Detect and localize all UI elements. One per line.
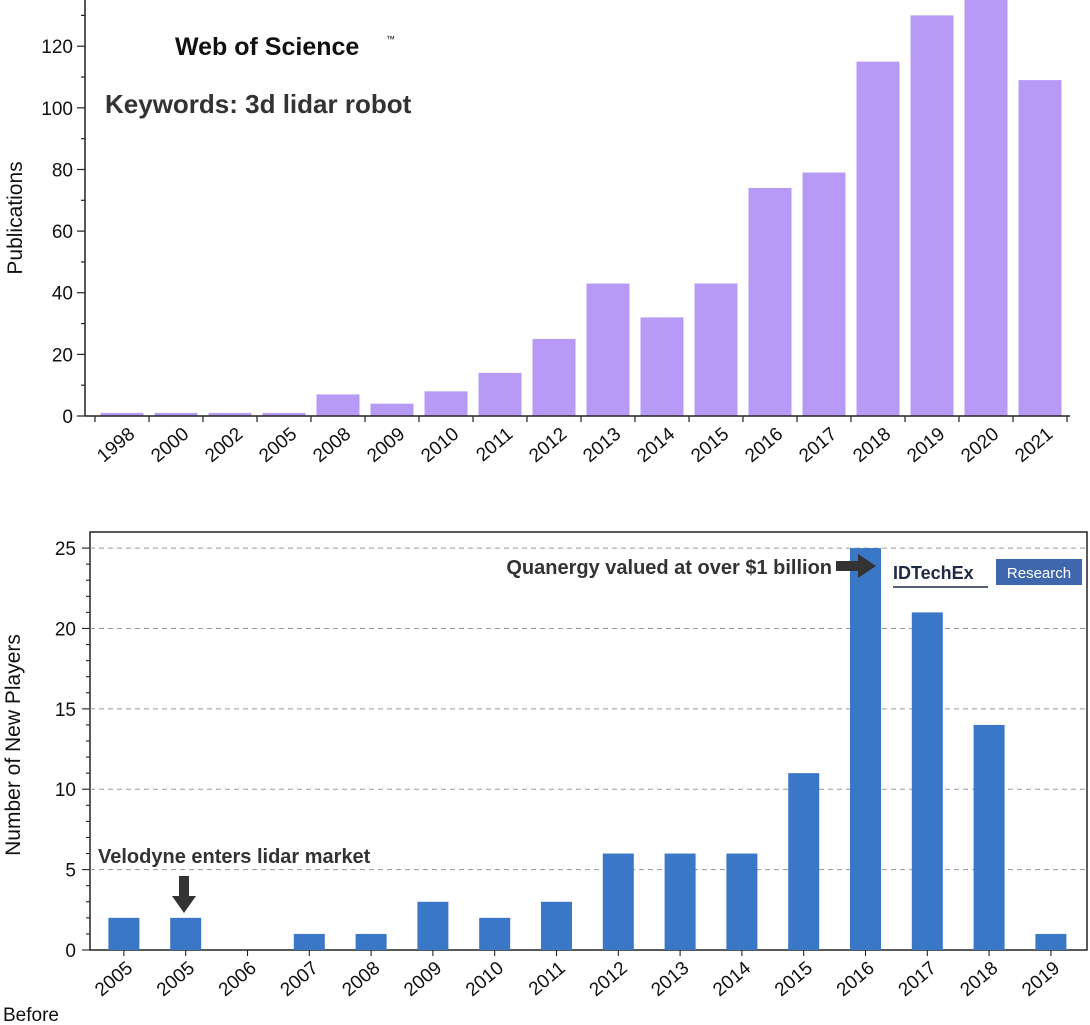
chart1-bar-2016 (748, 187, 792, 416)
right-arrow-icon (836, 554, 876, 578)
publications-chart: Publications Web of Science ™ Keywords: … (4, 0, 1070, 467)
chart1-bar-2021 (1018, 80, 1062, 416)
annotation-velodyne: Velodyne enters lidar market (98, 846, 371, 868)
chart2-ylabel: Number of New Players (2, 634, 25, 856)
chart1-ytick-label: 120 (41, 37, 73, 58)
chart1-bar-2020 (964, 0, 1008, 416)
chart1-ytick-label: 80 (52, 160, 73, 181)
chart2-bar-2011 (541, 901, 572, 950)
chart1-xtick-label: 2015 (687, 424, 733, 467)
chart1-ytick-label: 0 (62, 407, 73, 428)
chart1-xtick-label: 2012 (525, 424, 571, 467)
chart2-bar-2018 (973, 724, 1005, 950)
chart1-title: Web of Science (175, 33, 359, 61)
logo-name: IDTechEx (893, 563, 974, 583)
chart1-ytick-label: 40 (52, 284, 73, 305)
chart1-xtick-label: 1998 (93, 424, 139, 467)
chart2-ytick-label: 0 (65, 941, 76, 962)
chart2-ytick-label: 25 (55, 539, 76, 560)
chart1-ytick-label: 60 (52, 222, 73, 243)
chart2-bar-2019 (1035, 933, 1067, 950)
chart1-bar-2014 (640, 317, 684, 416)
chart1-bar-2002 (208, 412, 252, 416)
chart1-xtick-label: 2011 (472, 424, 517, 466)
chart2-xtick-label: 2016 (833, 958, 879, 1001)
chart1-bar-2009 (370, 403, 414, 416)
chart1-bar-2000 (154, 412, 198, 416)
logo-badge-text: Research (1007, 565, 1071, 582)
chart1-xtick-label: 2016 (741, 424, 787, 467)
chart1-bar-1998 (100, 412, 144, 416)
chart1-xtick-label: 2008 (309, 424, 355, 467)
chart2-xtick-label: 2015 (771, 958, 817, 1001)
chart1-xtick-label: 2005 (255, 424, 301, 467)
chart1-xtick-label: 2020 (957, 424, 1003, 467)
chart1-xtick-label: 2009 (363, 424, 409, 467)
chart1-ylabel: Publications (4, 161, 27, 274)
chart1-xtick-label: 2014 (633, 423, 679, 467)
chart1-bar-2013 (586, 283, 630, 416)
chart2-xtick-label: 2005 (153, 958, 199, 1001)
chart2-xtick-label: 2006 (215, 958, 261, 1001)
chart1-trademark: ™ (386, 34, 395, 44)
chart2-bar-2014 (726, 853, 758, 950)
chart1-xtick-label: 2018 (849, 424, 895, 467)
chart1-subtitle: Keywords: 3d lidar robot (105, 89, 412, 119)
chart1-xtick-label: 2013 (579, 424, 625, 467)
chart2-xtick-label: 2011 (525, 958, 570, 1000)
chart1-bar-2008 (316, 394, 360, 416)
chart1-xtick-label: 2000 (147, 424, 193, 467)
chart2-bar-2016 (850, 548, 881, 950)
chart2-xtick-label: 2017 (895, 958, 941, 1001)
chart1-bar-2012 (532, 338, 576, 416)
chart2-bar-2007 (293, 933, 325, 950)
chart1-bar-2017 (802, 172, 846, 416)
chart1-ytick-label: 20 (52, 345, 73, 366)
chart2-bar-2008 (355, 933, 387, 950)
chart2-xtick-label: 2012 (586, 958, 632, 1001)
chart2-ytick-label: 15 (55, 700, 76, 721)
chart2-xtick-label: 2008 (338, 958, 384, 1001)
chart1-xtick-label: 2010 (417, 424, 463, 467)
chart1-bar-2011 (478, 372, 522, 416)
chart1-ytick-label: 100 (41, 99, 73, 120)
chart2-bar-2017 (911, 612, 943, 950)
chart2-xtick-label: 2014 (709, 957, 755, 1001)
logo-badge (996, 559, 1082, 585)
idtechex-logo: IDTechEx Research (893, 559, 1082, 588)
chart1-xtick-label: 2002 (201, 424, 247, 467)
chart2-xtick-label: 2013 (647, 958, 693, 1001)
chart2-ytick-label: 10 (55, 780, 76, 801)
chart1-bar-2005 (262, 412, 306, 416)
chart1-bar-2015 (694, 283, 738, 416)
chart1-xtick-label: 2019 (903, 424, 949, 467)
chart2-ytick-label: 20 (55, 619, 76, 640)
chart2-xtick-label: 2005 (91, 958, 137, 1001)
chart2-bar-2005 (170, 917, 202, 950)
chart2-bar-2015 (788, 773, 820, 950)
chart1-xtick-label: 2021 (1011, 424, 1057, 467)
chart1-bar-2019 (910, 15, 954, 416)
chart2-ytick-label: 5 (65, 861, 76, 882)
chart2-xtick-label: 2019 (1018, 958, 1064, 1001)
chart2-bar-2009 (417, 901, 449, 950)
down-arrow-icon (172, 876, 196, 913)
chart2-bar-before-2005 (108, 917, 140, 950)
chart1-bar-2018 (856, 61, 900, 416)
annotation-quanergy: Quanergy valued at over $1 billion (506, 557, 832, 579)
chart2-xtick-label: 2010 (462, 958, 508, 1001)
chart2-bar-2013 (664, 853, 696, 950)
chart2-bar-2012 (602, 853, 634, 950)
chart2-xtick-label: 2009 (400, 958, 446, 1001)
chart2-xtick-label: 2007 (277, 958, 323, 1001)
new-players-chart: Number of New Players 0 5 10 15 20 25 Before 20… (2, 531, 1088, 1025)
chart1-xtick-label: 2017 (795, 424, 841, 467)
chart2-xtick-label: Before (3, 1005, 59, 1025)
chart2-xtick-label: 2018 (956, 958, 1002, 1001)
chart2-bar-2010 (479, 917, 511, 950)
chart1-bar-2010 (424, 391, 468, 416)
